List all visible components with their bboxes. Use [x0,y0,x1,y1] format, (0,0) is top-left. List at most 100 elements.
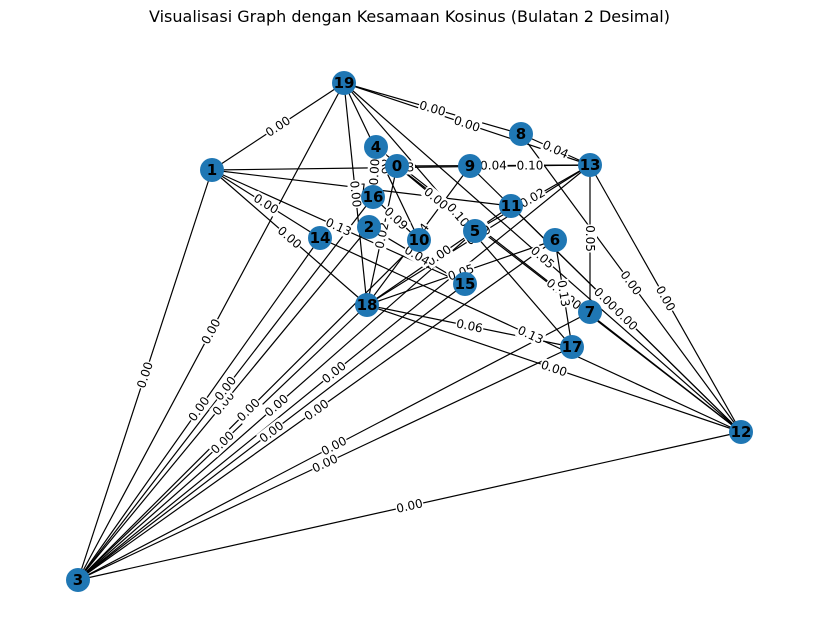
edge-label-background [611,304,641,334]
node-11: 11 [499,194,523,218]
edge-label-19-3: 0.00 [198,315,224,348]
edge-label-background [133,359,157,391]
edge-label-background [443,199,473,231]
node-label: 4 [371,138,381,156]
node-12: 12 [729,420,753,444]
edge-weight-text: 0.00 [347,180,364,208]
edge-weight-text: 0.00 [275,223,304,251]
edge-label-background [301,396,332,424]
edge-label-background [515,158,545,173]
edge-weight-text: 0.13 [554,279,572,308]
edge-weight-text: 0.05 [583,225,597,252]
node-circle [729,420,753,444]
edge-label-background [185,393,213,425]
node-18: 18 [355,293,379,317]
graph-title: Visualisasi Graph dengan Kesamaan Kosinu… [149,7,670,26]
edge-label-19-18: 0.00 [347,179,364,209]
edge-label-background [617,267,645,299]
node-3: 3 [66,568,90,592]
edge-label-background [401,242,433,269]
node-2: 2 [357,215,381,239]
edge-label-1-19: 0.00 [262,112,294,141]
edge-label-12-18: 0.00 [538,357,570,380]
node-label: 12 [731,423,752,441]
node-circle [308,226,332,250]
edge-label-1-3: 0.00 [133,359,157,391]
node-13: 13 [578,153,602,177]
edge-label-background [318,433,350,459]
edge-label-background [366,157,383,187]
edge-label-background [583,224,597,253]
edge-label-background [256,417,287,447]
edge-label-13-0: 0.04 [479,158,508,173]
node-label: 2 [364,218,374,236]
edge-label-background [274,223,305,252]
node-label: 18 [357,296,378,314]
edge-label-background [233,395,264,425]
edge-label-12-13: 0.00 [652,282,679,315]
edge-label-background [451,112,483,136]
edge-label-background [198,315,224,348]
node-circle [543,228,567,252]
edge-label-background [554,278,573,309]
node-17: 17 [560,335,584,359]
node-label: 11 [501,197,522,215]
node-label: 0 [392,157,402,175]
node-10: 10 [407,228,431,252]
edge-label-background [380,203,412,234]
edge-weight-text: 0.04 [540,138,570,162]
node-circle [463,219,487,243]
node-circle [364,135,388,159]
edge-weight-text: 0.00 [367,158,383,186]
node-circle [200,158,224,182]
edge-label-background [209,388,238,419]
edge-label-background [479,158,508,173]
edge-label-background [652,282,679,315]
node-1: 1 [200,158,224,182]
edge-weight-text: 0.00 [395,496,424,515]
edge-label-background [417,97,448,120]
node-circle [357,215,381,239]
edge-label-13-8: 0.04 [539,137,572,162]
edge-weight-text: 0.00 [539,358,569,380]
node-circle [355,293,379,317]
edge-label-3-13: 0.00 [318,358,350,387]
edge-label-1-14: 0.00 [250,190,282,218]
edge-label-3-6: 0.00 [301,396,332,424]
edge-label-19-13: 0.00 [451,112,483,136]
edge-label-background [207,427,238,458]
node-6: 6 [543,228,567,252]
node-9: 9 [458,154,482,178]
edge-label-background [211,373,240,404]
edge-weight-text: 0.06 [455,316,484,335]
node-circle [453,272,477,296]
edge-label-background [445,261,477,284]
node-circle [458,154,482,178]
edge-weight-text: 0.10 [517,158,544,172]
node-circle [361,185,385,209]
node-label: 10 [409,231,430,249]
edge-label-background [250,190,282,218]
edge-label-background [261,390,292,421]
node-label: 3 [73,571,83,589]
edge-label-background [423,241,455,270]
node-circle [407,228,431,252]
node-label: 13 [580,156,601,174]
edge-weight-text: 0.00 [134,360,156,390]
node-circle [560,335,584,359]
node-circle [385,154,409,178]
edge-label-12-8: 0.00 [617,267,645,299]
node-label: 14 [310,229,331,247]
edge-label-3-12: 0.00 [394,496,425,516]
node-circle [509,122,533,146]
edge-weight-text: 0.00 [262,391,291,419]
edge-label-13-7: 0.05 [583,224,597,253]
node-label: 9 [465,157,475,175]
edge-weight-text: 0.00 [319,359,349,387]
edge-label-background [527,242,558,273]
edge-label-background [347,179,364,209]
node-8: 8 [509,122,533,146]
edge-label-background [538,357,570,380]
